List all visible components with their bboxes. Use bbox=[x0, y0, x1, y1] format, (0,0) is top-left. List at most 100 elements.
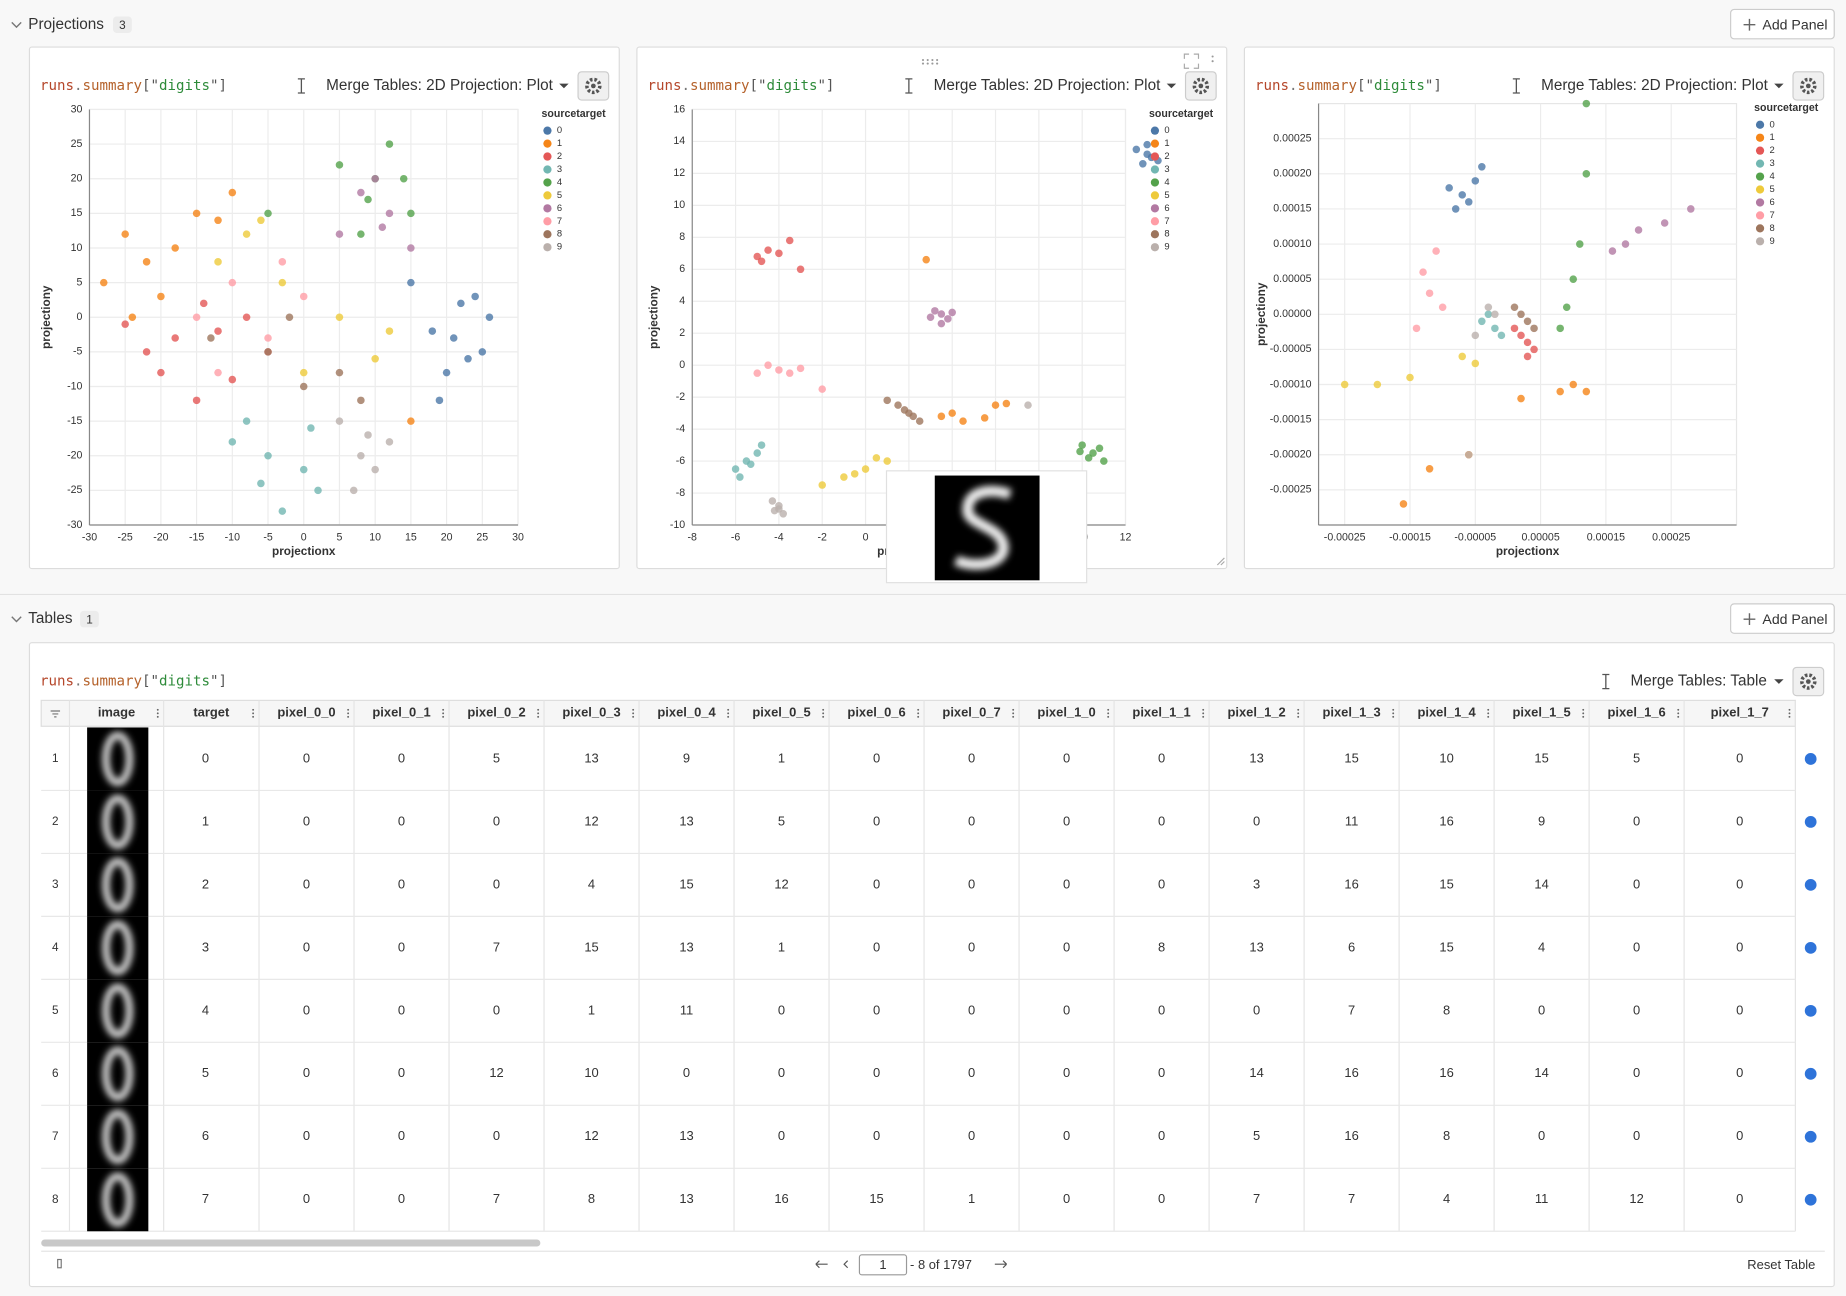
column-menu-dot[interactable] bbox=[537, 715, 540, 718]
legend-swatch[interactable] bbox=[1150, 191, 1160, 200]
add-panel-button[interactable]: Add Panel bbox=[1730, 603, 1835, 634]
drag-handle-dot[interactable] bbox=[931, 58, 934, 62]
legend-label[interactable]: 2 bbox=[1164, 150, 1169, 161]
column-menu-dot[interactable] bbox=[1677, 712, 1680, 715]
column-menu-dot[interactable] bbox=[1202, 712, 1205, 715]
add-panel-button[interactable]: Add Panel bbox=[1730, 8, 1835, 40]
legend-label[interactable]: 1 bbox=[1769, 131, 1774, 142]
column-menu-dot[interactable] bbox=[1107, 715, 1110, 718]
settings-button[interactable] bbox=[1792, 666, 1825, 697]
column-menu-dot[interactable] bbox=[252, 715, 255, 718]
column-header[interactable]: pixel_1_5 bbox=[1512, 705, 1570, 720]
legend-label[interactable]: 7 bbox=[1769, 209, 1774, 220]
drag-handle-dot[interactable] bbox=[921, 62, 925, 65]
panel-type-dropdown[interactable]: Merge Tables: 2D Projection: Plot bbox=[934, 77, 1162, 94]
column-header[interactable]: pixel_0_4 bbox=[657, 705, 716, 720]
drag-handle-dot[interactable] bbox=[921, 58, 925, 62]
column-menu-dot[interactable] bbox=[156, 715, 159, 718]
menu-dot[interactable] bbox=[1211, 60, 1214, 63]
column-header[interactable]: pixel_0_1 bbox=[372, 705, 430, 720]
legend-label[interactable]: 5 bbox=[1769, 183, 1774, 194]
column-header[interactable]: pixel_1_3 bbox=[1322, 705, 1380, 720]
column-header[interactable]: pixel_1_1 bbox=[1132, 705, 1190, 720]
column-menu-dot[interactable] bbox=[1677, 715, 1680, 718]
collapse-chevron[interactable] bbox=[11, 21, 22, 29]
legend-label[interactable]: 8 bbox=[1769, 222, 1774, 233]
resize-handle[interactable] bbox=[1216, 557, 1225, 566]
column-menu-dot[interactable] bbox=[1487, 712, 1490, 715]
column-menu-dot[interactable] bbox=[727, 708, 730, 711]
legend-label[interactable]: 3 bbox=[1769, 157, 1774, 168]
column-menu-dot[interactable] bbox=[156, 708, 159, 711]
row-select-dot[interactable] bbox=[1804, 1004, 1817, 1017]
legend-swatch[interactable] bbox=[543, 204, 552, 213]
column-header[interactable]: pixel_0_3 bbox=[562, 705, 620, 720]
legend-swatch[interactable] bbox=[1150, 152, 1160, 161]
column-menu-dot[interactable] bbox=[1788, 708, 1791, 711]
legend-swatch[interactable] bbox=[1150, 204, 1160, 213]
panel-type-dropdown[interactable]: Merge Tables: 2D Projection: Plot bbox=[326, 77, 554, 94]
legend-label[interactable]: 5 bbox=[557, 189, 562, 200]
column-menu-dot[interactable] bbox=[1582, 715, 1585, 718]
column-menu-dot[interactable] bbox=[347, 712, 350, 715]
legend-swatch[interactable] bbox=[1755, 185, 1765, 194]
drag-handle-dot[interactable] bbox=[926, 62, 929, 65]
settings-button[interactable] bbox=[1184, 71, 1217, 101]
column-menu-dot[interactable] bbox=[1107, 708, 1110, 711]
column-menu-dot[interactable] bbox=[156, 712, 159, 715]
legend-swatch[interactable] bbox=[1150, 217, 1160, 226]
menu-dot[interactable] bbox=[1211, 55, 1214, 58]
legend-label[interactable]: 8 bbox=[1164, 228, 1169, 239]
legend-swatch[interactable] bbox=[543, 126, 552, 135]
column-menu-dot[interactable] bbox=[1788, 715, 1791, 718]
column-menu-dot[interactable] bbox=[1392, 712, 1395, 715]
row-select-dot[interactable] bbox=[1804, 753, 1817, 765]
legend-swatch[interactable] bbox=[1150, 139, 1160, 148]
legend-swatch[interactable] bbox=[543, 191, 552, 200]
drag-handle-dot[interactable] bbox=[926, 58, 929, 62]
row-select-dot[interactable] bbox=[1804, 1193, 1817, 1206]
column-menu-dot[interactable] bbox=[917, 708, 920, 711]
legend-label[interactable]: 0 bbox=[557, 124, 562, 135]
legend-swatch[interactable] bbox=[1150, 165, 1160, 174]
column-menu-dot[interactable] bbox=[1487, 715, 1490, 718]
legend-swatch[interactable] bbox=[543, 165, 552, 174]
legend-label[interactable]: 7 bbox=[557, 215, 562, 226]
row-select-dot[interactable] bbox=[1804, 816, 1817, 828]
legend-swatch[interactable] bbox=[1755, 159, 1765, 168]
legend-label[interactable]: 9 bbox=[557, 241, 562, 252]
column-header[interactable]: pixel_1_0 bbox=[1037, 705, 1095, 720]
column-menu-dot[interactable] bbox=[1788, 712, 1791, 715]
legend-label[interactable]: 2 bbox=[1769, 144, 1774, 155]
column-menu-dot[interactable] bbox=[1012, 708, 1015, 711]
column-menu-dot[interactable] bbox=[1202, 708, 1205, 711]
column-menu-dot[interactable] bbox=[1392, 715, 1395, 718]
filter-icon[interactable] bbox=[50, 710, 61, 718]
prev-page-button[interactable] bbox=[843, 1260, 849, 1269]
column-menu-dot[interactable] bbox=[1582, 712, 1585, 715]
column-menu-dot[interactable] bbox=[727, 715, 730, 718]
column-menu-dot[interactable] bbox=[632, 712, 635, 715]
legend-swatch[interactable] bbox=[1755, 146, 1765, 155]
column-header[interactable]: pixel_0_2 bbox=[467, 705, 525, 720]
column-menu-dot[interactable] bbox=[727, 712, 730, 715]
reset-table-button[interactable]: Reset Table bbox=[1747, 1257, 1815, 1272]
column-header[interactable]: image bbox=[98, 705, 135, 720]
column-menu-dot[interactable] bbox=[917, 715, 920, 718]
column-header[interactable]: pixel_0_5 bbox=[752, 705, 810, 720]
legend-label[interactable]: 1 bbox=[557, 137, 562, 148]
legend-swatch[interactable] bbox=[1150, 178, 1160, 187]
column-header[interactable]: pixel_0_0 bbox=[277, 705, 335, 720]
legend-label[interactable]: 5 bbox=[1164, 189, 1169, 200]
column-menu-dot[interactable] bbox=[1012, 712, 1015, 715]
column-menu-dot[interactable] bbox=[1392, 708, 1395, 711]
row-select-dot[interactable] bbox=[1804, 1067, 1817, 1080]
column-menu-dot[interactable] bbox=[1297, 708, 1300, 711]
column-menu-dot[interactable] bbox=[252, 712, 255, 715]
horizontal-scrollbar[interactable] bbox=[41, 1239, 541, 1247]
column-menu-dot[interactable] bbox=[1677, 708, 1680, 711]
legend-swatch[interactable] bbox=[1150, 126, 1160, 135]
column-menu-dot[interactable] bbox=[347, 708, 350, 711]
drag-handle-dot[interactable] bbox=[931, 62, 934, 65]
legend-swatch[interactable] bbox=[543, 243, 552, 252]
